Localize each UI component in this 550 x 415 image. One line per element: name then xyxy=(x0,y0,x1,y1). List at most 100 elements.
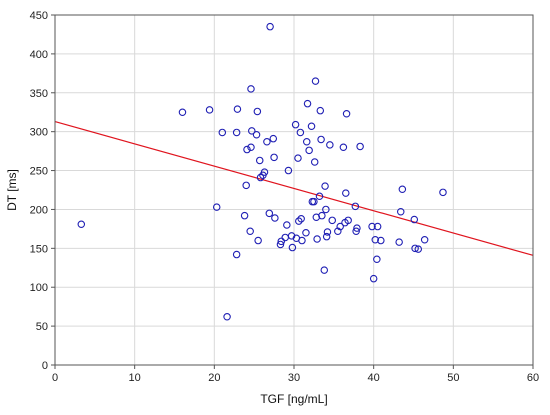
grid-lines xyxy=(55,15,533,365)
data-point xyxy=(252,131,261,139)
y-tick-label: 300 xyxy=(30,127,48,139)
x-axis-label: TGF [ng/mL] xyxy=(260,392,327,406)
data-point xyxy=(398,185,407,193)
x-tick-label: 60 xyxy=(527,372,539,384)
x-tick-label: 30 xyxy=(288,372,300,384)
data-point xyxy=(326,141,334,149)
data-point xyxy=(247,85,255,93)
data-point xyxy=(77,220,86,228)
data-point xyxy=(410,215,419,224)
data-point xyxy=(414,245,423,253)
data-point xyxy=(317,135,325,144)
data-point xyxy=(305,146,313,155)
data-point xyxy=(232,128,241,137)
data-point xyxy=(395,238,403,246)
y-tick-label: 50 xyxy=(36,321,48,333)
data-point xyxy=(313,235,321,243)
data-point xyxy=(321,182,329,190)
data-point xyxy=(281,233,289,242)
data-point xyxy=(295,217,303,225)
data-point xyxy=(288,243,297,252)
data-point xyxy=(284,166,293,175)
y-axis-label: DT [ms] xyxy=(5,169,19,211)
data-point xyxy=(318,211,326,220)
data-point xyxy=(322,205,330,214)
data-point xyxy=(371,236,380,244)
x-tick-label: 0 xyxy=(52,372,58,384)
data-point xyxy=(368,222,376,231)
data-point xyxy=(246,227,254,235)
x-tick-labels: 0 10 20 30 40 50 60 xyxy=(52,365,539,384)
x-tick-label: 10 xyxy=(129,372,141,384)
y-tick-label: 350 xyxy=(30,88,48,100)
data-point xyxy=(254,236,262,245)
data-point xyxy=(322,232,331,241)
data-point xyxy=(351,202,360,211)
data-point xyxy=(212,203,221,211)
data-point xyxy=(294,154,302,162)
data-point xyxy=(266,22,274,31)
data-point xyxy=(302,138,311,146)
data-point xyxy=(342,189,350,197)
data-point xyxy=(311,77,320,85)
x-tick-label: 40 xyxy=(368,372,380,384)
data-point xyxy=(296,128,305,137)
data-point xyxy=(298,236,306,245)
data-point xyxy=(307,122,316,130)
data-point xyxy=(271,214,279,222)
x-tick-label: 50 xyxy=(447,372,459,384)
y-tick-label: 100 xyxy=(30,282,48,294)
data-point xyxy=(373,255,381,263)
data-point xyxy=(353,224,361,232)
data-point xyxy=(232,250,241,259)
data-point xyxy=(218,128,227,137)
y-tick-label: 450 xyxy=(30,10,48,22)
data-point xyxy=(369,274,378,283)
data-point xyxy=(291,120,300,129)
data-point xyxy=(223,313,231,321)
data-point xyxy=(356,142,364,151)
data-point xyxy=(248,127,256,135)
trend-line xyxy=(54,120,534,256)
data-point xyxy=(242,181,250,190)
data-point xyxy=(178,108,187,116)
trend-layer xyxy=(54,120,534,256)
data-point xyxy=(320,266,329,274)
data-point xyxy=(373,222,382,231)
data-point xyxy=(323,228,332,236)
data-point xyxy=(420,236,429,244)
data-point xyxy=(315,192,324,200)
data-point xyxy=(397,208,405,216)
data-point xyxy=(328,216,336,225)
y-tick-label: 0 xyxy=(42,360,48,372)
data-point xyxy=(255,156,264,165)
data-point xyxy=(310,158,319,166)
x-tick-label: 20 xyxy=(208,372,220,384)
y-tick-label: 150 xyxy=(30,243,48,255)
data-point xyxy=(265,209,274,218)
data-point xyxy=(411,244,419,253)
data-point xyxy=(240,211,249,220)
data-point xyxy=(243,145,251,154)
data-point xyxy=(270,153,278,162)
data-point xyxy=(260,168,269,176)
data-point xyxy=(283,221,291,229)
y-tick-label: 200 xyxy=(30,204,48,216)
data-point xyxy=(247,143,255,151)
y-tick-labels: 0 50 100 150 200 250 300 350 400 450 xyxy=(30,10,55,372)
data-point xyxy=(302,229,310,237)
data-point xyxy=(339,143,348,151)
data-point xyxy=(233,105,242,113)
data-point xyxy=(336,222,344,231)
data-point xyxy=(253,107,262,116)
data-point xyxy=(269,134,278,143)
data-point xyxy=(256,173,265,182)
y-tick-label: 250 xyxy=(30,166,48,178)
data-point xyxy=(316,106,325,115)
data-point xyxy=(377,236,385,245)
data-point xyxy=(297,215,305,223)
y-tick-label: 400 xyxy=(30,49,48,61)
data-point xyxy=(205,106,214,114)
data-point xyxy=(310,197,318,206)
